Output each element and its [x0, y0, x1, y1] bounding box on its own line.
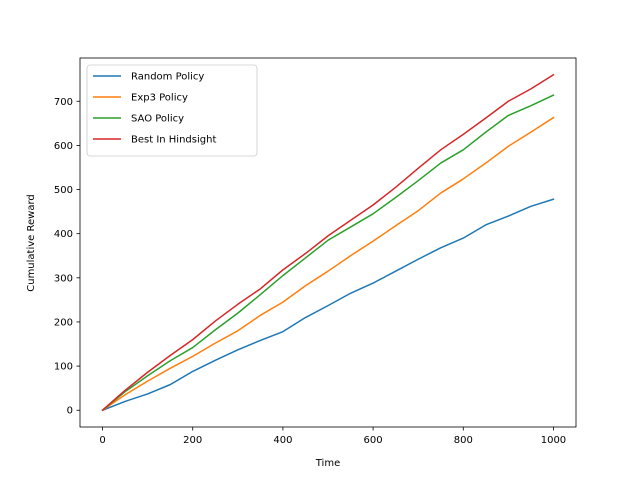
legend: Random Policy Exp3 Policy SAO Policy Best I…: [86, 64, 258, 157]
series-line-best-in-hindsight: [101, 73, 555, 412]
y-axis-label: Cumulative Reward: [26, 194, 37, 292]
y-tick-label: 0: [67, 406, 73, 417]
legend-label-exp3-policy: Exp3 Policy: [131, 93, 188, 104]
x-axis-label: Time: [315, 458, 340, 469]
legend-label-sao-policy: SAO Policy: [131, 114, 184, 125]
series-lines: [101, 73, 555, 412]
x-tick-label: 400: [273, 435, 292, 446]
axis-ticks: 0 200 400 600 800 1000 0 100 200 300 400 500 600 700: [54, 97, 566, 446]
x-tick-label: 1000: [541, 435, 566, 446]
y-tick-label: 200: [54, 317, 73, 328]
legend-label-best-in-hindsight: Best In Hindsight: [131, 135, 216, 146]
y-tick-label: 300: [54, 273, 73, 284]
y-tick-label: 400: [54, 229, 73, 240]
x-tick-label: 200: [183, 435, 202, 446]
series-line-sao-policy: [101, 94, 555, 412]
x-tick-label: 800: [454, 435, 473, 446]
y-tick-label: 600: [54, 141, 73, 152]
x-tick-label: 600: [364, 435, 383, 446]
legend-box: [86, 64, 258, 157]
y-tick-label: 100: [54, 362, 73, 373]
axes-frame: [79, 57, 577, 428]
series-line-random-policy: [101, 198, 555, 412]
y-tick-label: 500: [54, 185, 73, 196]
x-tick-label: 0: [99, 435, 105, 446]
series-line-exp3-policy: [101, 116, 555, 412]
y-tick-label: 700: [54, 97, 73, 108]
legend-label-random-policy: Random Policy: [131, 72, 204, 83]
